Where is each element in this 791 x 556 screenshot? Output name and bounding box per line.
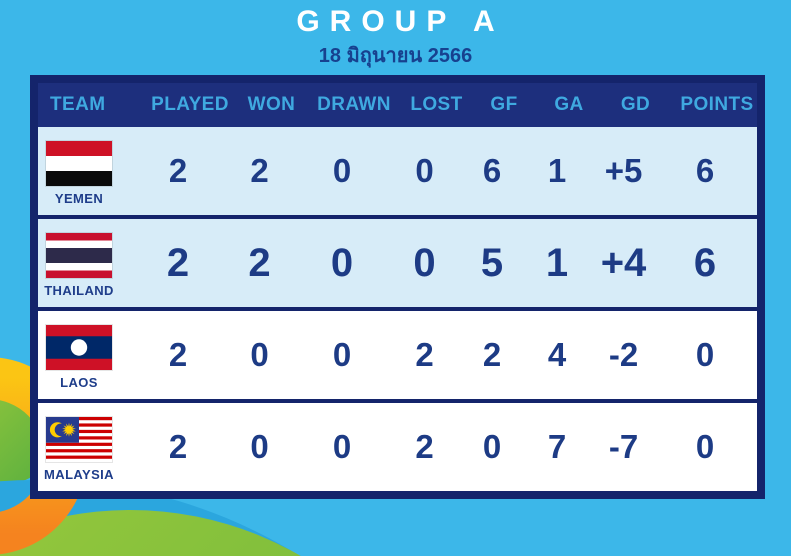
stat-gf: 5 [480,240,504,285]
stat-lost: 0 [413,240,436,285]
column-header-ga: GA [554,94,584,115]
column-header-lost: LOST [410,94,463,115]
stat-points: 6 [693,240,717,285]
stat-ga: 1 [545,240,569,285]
group-standings-table: TEAM PLAYED WON DRAWN LOST GF GA GD POIN… [30,75,765,499]
team-cell: YEMEN [38,137,138,206]
stat-gd: -2 [608,336,639,373]
column-header-gf: GF [490,94,518,115]
stat-won: 0 [250,336,269,373]
stat-gd: +5 [604,152,643,189]
match-date: 18 มิถุนายน 2566 [318,45,473,67]
green-hill-shape [0,510,301,556]
stat-ga: 7 [547,428,567,465]
stat-played: 2 [168,152,188,189]
team-name: MALAYSIA [44,466,114,482]
stat-gd: +4 [600,240,647,285]
laos-flag-icon [46,324,112,370]
table-row-malaysia: MALAYSIA 2 0 0 2 0 7 -7 0 [38,399,757,491]
column-header-team: TEAM [50,94,106,115]
stat-played: 2 [166,240,190,285]
table-header-row: TEAM PLAYED WON DRAWN LOST GF GA GD POIN… [38,83,757,127]
page-title: GROUP A [296,5,505,38]
malaysia-flag-icon [46,416,112,462]
column-header-gd: GD [620,94,651,115]
team-cell: THAILAND [38,229,138,298]
stat-drawn: 0 [332,336,352,373]
stat-ga: 1 [547,152,567,189]
stat-won: 0 [250,428,269,465]
column-header-won: WON [247,94,296,115]
thailand-flag-icon [46,232,112,278]
yemen-flag-icon [46,140,112,186]
stat-gf: 2 [482,336,502,373]
stat-points: 0 [695,336,715,373]
stat-gd: -7 [608,428,639,465]
stat-gf: 6 [482,152,502,189]
column-header-points: POINTS [680,94,754,115]
stat-points: 0 [695,428,715,465]
team-name: THAILAND [44,282,114,298]
stat-drawn: 0 [332,152,352,189]
stat-ga: 4 [547,336,567,373]
stat-lost: 2 [415,428,434,465]
column-header-played: PLAYED [151,94,229,115]
stat-gf: 0 [482,428,502,465]
stat-won: 2 [248,240,271,285]
stat-played: 2 [168,336,188,373]
team-cell: LAOS [38,321,138,390]
stat-won: 2 [250,152,269,189]
stat-drawn: 0 [330,240,354,285]
stat-played: 2 [168,428,188,465]
table-row-yemen: YEMEN 2 2 0 0 6 1 +5 6 [38,127,757,215]
team-name: LAOS [60,374,98,390]
table-row-thailand: THAILAND 2 2 0 0 5 1 +4 6 [38,215,757,307]
stat-lost: 2 [415,336,434,373]
stat-lost: 0 [415,152,434,189]
team-cell: MALAYSIA [38,413,138,482]
column-header-drawn: DRAWN [317,94,391,115]
team-name: YEMEN [54,190,104,206]
stat-drawn: 0 [332,428,352,465]
table-row-laos: LAOS 2 0 0 2 2 4 -2 0 [38,307,757,399]
stat-points: 6 [695,152,715,189]
